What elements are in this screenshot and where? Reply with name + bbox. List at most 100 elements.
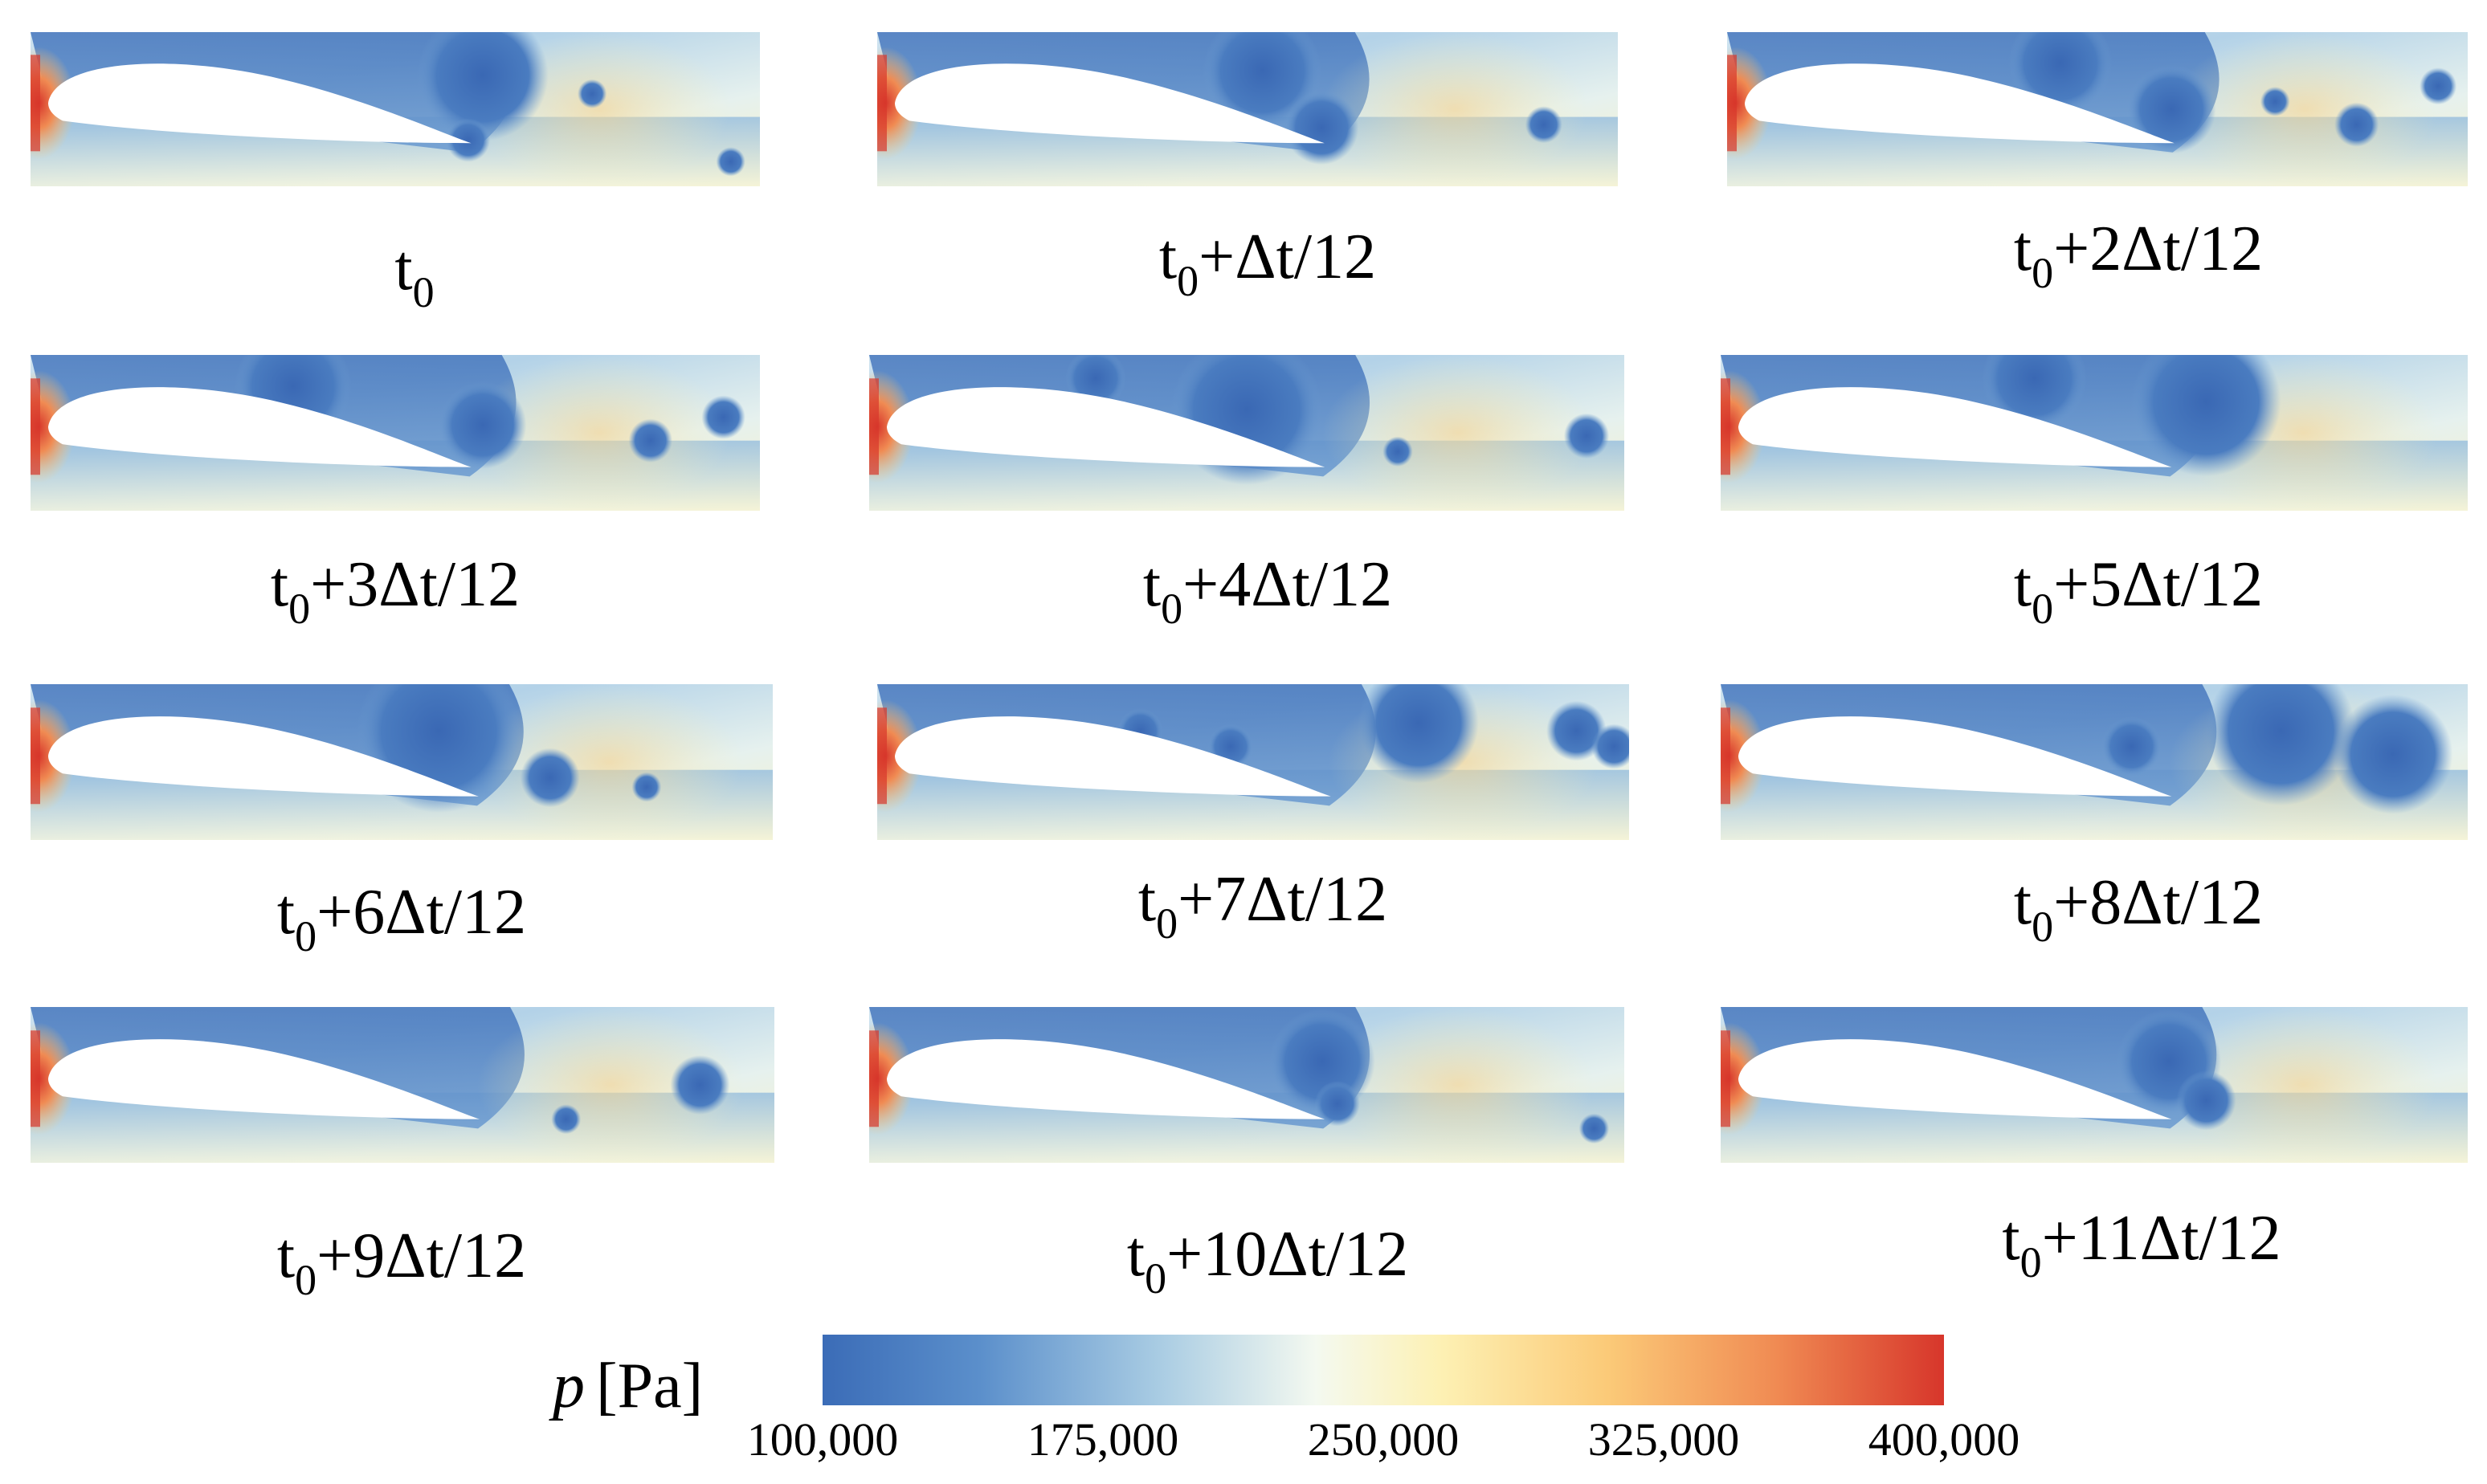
vortex-mark [2206,684,2356,806]
pressure-panel [869,1007,1624,1163]
colorbar-ticks: 100,000 175,000 250,000 325,000 400,000 [747,1413,2020,1466]
airfoil [1745,63,2175,144]
airfoil [1738,1039,2172,1119]
time-label-subscript: 0 [1177,257,1199,305]
time-label-offset: +3Δt/12 [310,549,520,620]
pressure-panel [1721,355,2468,511]
vortex-mark [1382,436,1413,467]
time-label-base: t [2014,867,2032,938]
colorbar-tick-label: 250,000 [1308,1413,1460,1466]
pressure-panel [31,32,760,186]
time-label-base: t [2014,214,2032,284]
airfoil [48,387,472,467]
vortex-mark [417,32,549,141]
time-label-offset: +10Δt/12 [1166,1219,1408,1290]
time-label-subscript: 0 [288,585,310,633]
vortex-mark [551,1104,582,1135]
vortex-mark [1314,1081,1361,1127]
pressure-panel [31,684,773,840]
time-label-subscript: 0 [2032,585,2053,633]
time-label-subscript: 0 [413,268,435,316]
airfoil [895,716,1331,797]
vortex-mark [1578,1113,1610,1144]
time-label-subscript: 0 [2032,249,2053,297]
airfoil [48,63,472,144]
vortex-mark [2420,67,2457,105]
colorbar-tick-label: 400,000 [1868,1413,2020,1466]
vortex-mark [2260,86,2290,116]
airfoil [895,63,1325,144]
time-label-subscript: 0 [1145,1254,1166,1303]
time-label-offset: +Δt/12 [1199,222,1376,292]
colorbar-tick-label: 100,000 [747,1413,899,1466]
pressure-panel [1727,32,2468,186]
vortex-mark [2333,694,2453,814]
time-label: t0+10Δt/12 [1127,1219,1408,1303]
time-label: t0+9Δt/12 [277,1221,526,1304]
time-label-subscript: 0 [2020,1238,2042,1286]
vortex-mark [2126,64,2216,154]
time-label-base: t [277,877,295,948]
vortex-mark [701,395,745,439]
colorbar-tick-label: 175,000 [1027,1413,1179,1466]
time-label-base: t [394,233,412,304]
time-label-base: t [1138,864,1156,935]
colorbar-unit: [Pa] [596,1351,703,1421]
vortex-mark [2131,355,2281,477]
time-label-subscript: 0 [1156,899,1178,948]
pressure-panel [1721,1007,2468,1163]
time-label-offset: +4Δt/12 [1182,549,1392,620]
time-label: t0+8Δt/12 [2014,867,2263,951]
pressure-panel [869,355,1624,511]
vortex-mark [1284,90,1359,165]
vortex-mark [670,1054,730,1115]
airfoil [48,716,479,797]
vortex-mark [1563,413,1610,459]
time-label-offset: +2Δt/12 [2053,214,2263,284]
vortex-mark [578,79,607,108]
airfoil [1738,387,2172,467]
time-label-base: t [277,1221,295,1291]
colorbar-tick-label: 325,000 [1588,1413,1740,1466]
time-label-base: t [1127,1219,1145,1290]
vortex-mark [1525,106,1562,144]
time-label: t0+Δt/12 [1159,222,1376,305]
pressure-panel [877,684,1629,840]
time-label-base: t [2014,549,2032,620]
time-label: t0+11Δt/12 [2002,1203,2281,1286]
time-label-subscript: 0 [295,912,316,960]
pressure-panel [31,1007,774,1163]
vortex-mark [716,147,745,177]
vortex-mark [1591,724,1629,769]
vortex-mark [2334,102,2379,147]
vortex-mark [2101,716,2162,777]
airfoil [1738,716,2172,797]
time-label-offset: +11Δt/12 [2042,1203,2281,1274]
time-label-base: t [1159,222,1177,292]
time-label: t0+3Δt/12 [271,549,520,633]
time-label: t0 [394,233,434,316]
pressure-panel [1721,684,2468,840]
time-label-offset: +7Δt/12 [1178,864,1387,935]
colorbar-symbol: p [549,1351,585,1421]
time-label-offset: +5Δt/12 [2053,549,2263,620]
time-label-subscript: 0 [1161,585,1182,633]
pressure-panel [31,355,760,511]
vortex-mark [1546,700,1607,761]
time-label: t0+4Δt/12 [1143,549,1392,633]
airfoil [887,1039,1325,1119]
time-label-base: t [271,549,288,620]
time-label: t0+7Δt/12 [1138,864,1387,948]
time-label: t0+5Δt/12 [2014,549,2263,633]
time-label: t0+6Δt/12 [277,877,526,960]
colorbar: p [Pa] 100,000 175,000 250,000 325,000 400,0… [549,1335,2019,1466]
time-label-offset: +9Δt/12 [316,1221,526,1291]
panels-layer [31,32,2468,1163]
pressure-panel [877,32,1618,186]
vortex-mark [439,381,527,469]
time-label-base: t [1143,549,1161,620]
time-label: t0+2Δt/12 [2014,214,2263,297]
time-label-offset: +6Δt/12 [316,877,526,948]
vortex-mark [446,118,491,162]
